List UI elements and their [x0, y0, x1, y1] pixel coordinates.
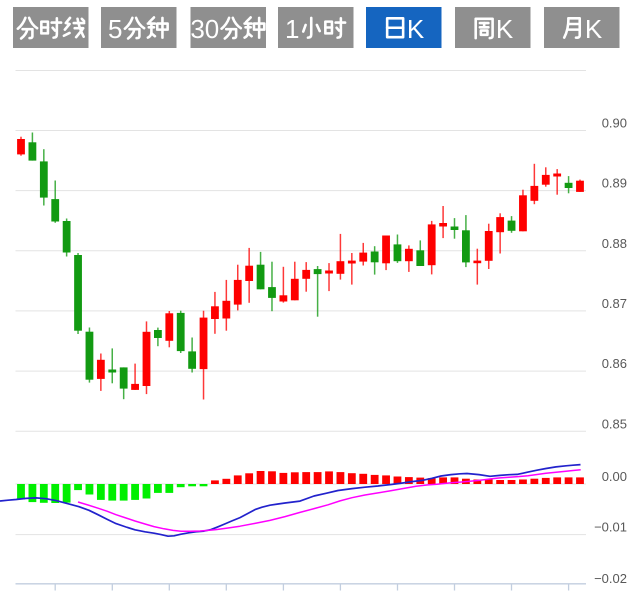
svg-text:0.86: 0.86	[602, 356, 627, 371]
svg-text:K: K	[496, 14, 514, 44]
svg-text:0.88: 0.88	[602, 236, 627, 251]
svg-text:0.87: 0.87	[602, 296, 627, 311]
svg-text:−0.02: −0.02	[594, 571, 627, 586]
svg-text:30: 30	[190, 14, 219, 44]
svg-text:1: 1	[285, 14, 299, 44]
svg-text:K: K	[407, 14, 425, 44]
svg-text:0.85: 0.85	[602, 416, 627, 431]
svg-text:−0.01: −0.01	[594, 520, 627, 535]
svg-text:5: 5	[108, 14, 122, 44]
svg-text:0.89: 0.89	[602, 176, 627, 191]
svg-text:0.90: 0.90	[602, 116, 627, 131]
svg-text:K: K	[585, 14, 603, 44]
svg-text:0.00: 0.00	[602, 469, 627, 484]
